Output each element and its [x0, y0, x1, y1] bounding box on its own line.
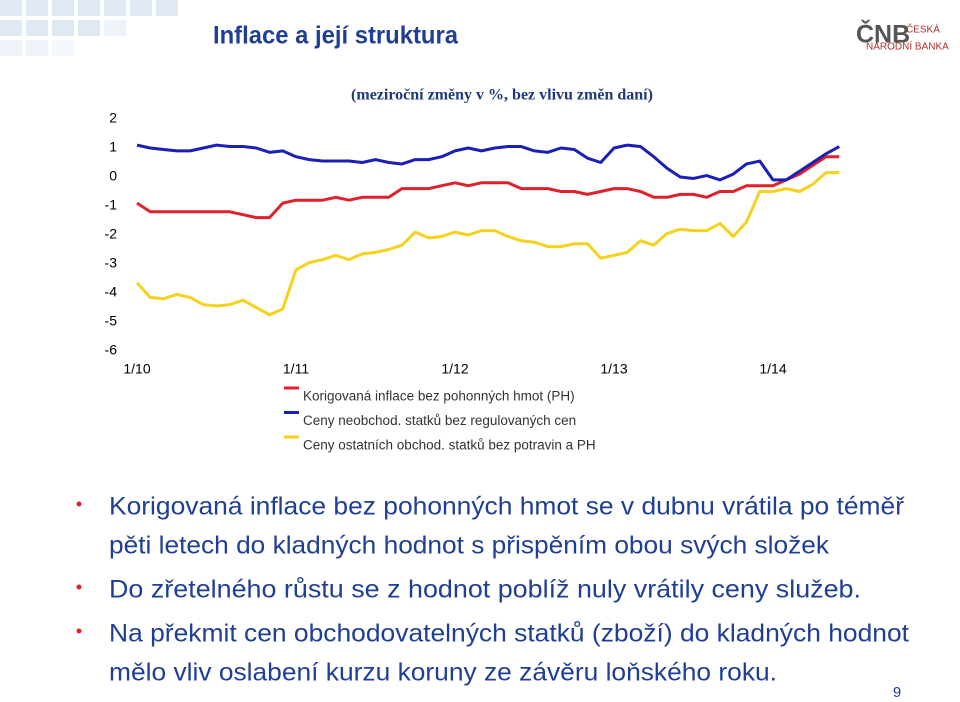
- legend-label: Ceny neobchod. statků bez regulovaných c…: [303, 413, 576, 428]
- y-tick-label: -2: [105, 226, 118, 242]
- y-tick-label: -6: [105, 342, 118, 358]
- y-tick-label: -3: [105, 255, 118, 271]
- bullet-text: Na překmit cen obchodovatelných statků (…: [109, 620, 909, 648]
- y-tick-label: 1: [109, 139, 117, 155]
- y-tick-label: -5: [105, 313, 118, 329]
- y-tick-label: 0: [109, 168, 117, 184]
- bullet-text: mělo vliv oslabení kurzu koruny ze závěr…: [109, 659, 777, 687]
- y-tick-label: -4: [105, 284, 118, 300]
- corner-pattern: [0, 0, 178, 56]
- bullet-dot: [76, 628, 82, 634]
- y-tick-label: -1: [105, 197, 118, 213]
- y-tick-label: 2: [109, 110, 117, 126]
- bullet-text: pěti letech do kladných hodnot s přispěn…: [109, 532, 830, 560]
- x-tick-label: 1/12: [441, 361, 468, 377]
- chart-subtitle: (meziroční změny v %, bez vlivu změn dan…: [351, 87, 653, 104]
- series-line: [136, 143, 840, 182]
- bullet-text: Korigovaná inflace bez pohonných hmot se…: [109, 493, 905, 521]
- legend-label: Ceny ostatních obchod. statků bez potrav…: [303, 438, 596, 453]
- bullet-text: Do zřetelného růstu se z hodnot poblíž n…: [109, 576, 861, 604]
- x-tick-label: 1/14: [759, 361, 786, 377]
- logo-name: NÁRODNÍ BANKA: [866, 40, 949, 53]
- bullet-dot: [76, 501, 82, 507]
- logo-name: ČESKÁ: [906, 23, 940, 36]
- x-tick-label: 1/13: [600, 361, 627, 377]
- bullet-dot: [76, 584, 82, 590]
- x-tick-label: 1/11: [283, 361, 309, 377]
- page-number: 9: [893, 684, 901, 701]
- x-tick-label: 1/10: [123, 361, 150, 377]
- series-line: [136, 155, 840, 220]
- legend-label: Korigovaná inflace bez pohonných hmot (P…: [303, 389, 575, 404]
- series-line: [135, 171, 840, 317]
- logo-abbr: ČNB: [856, 19, 910, 49]
- slide-title: Inflace a její struktura: [213, 22, 459, 50]
